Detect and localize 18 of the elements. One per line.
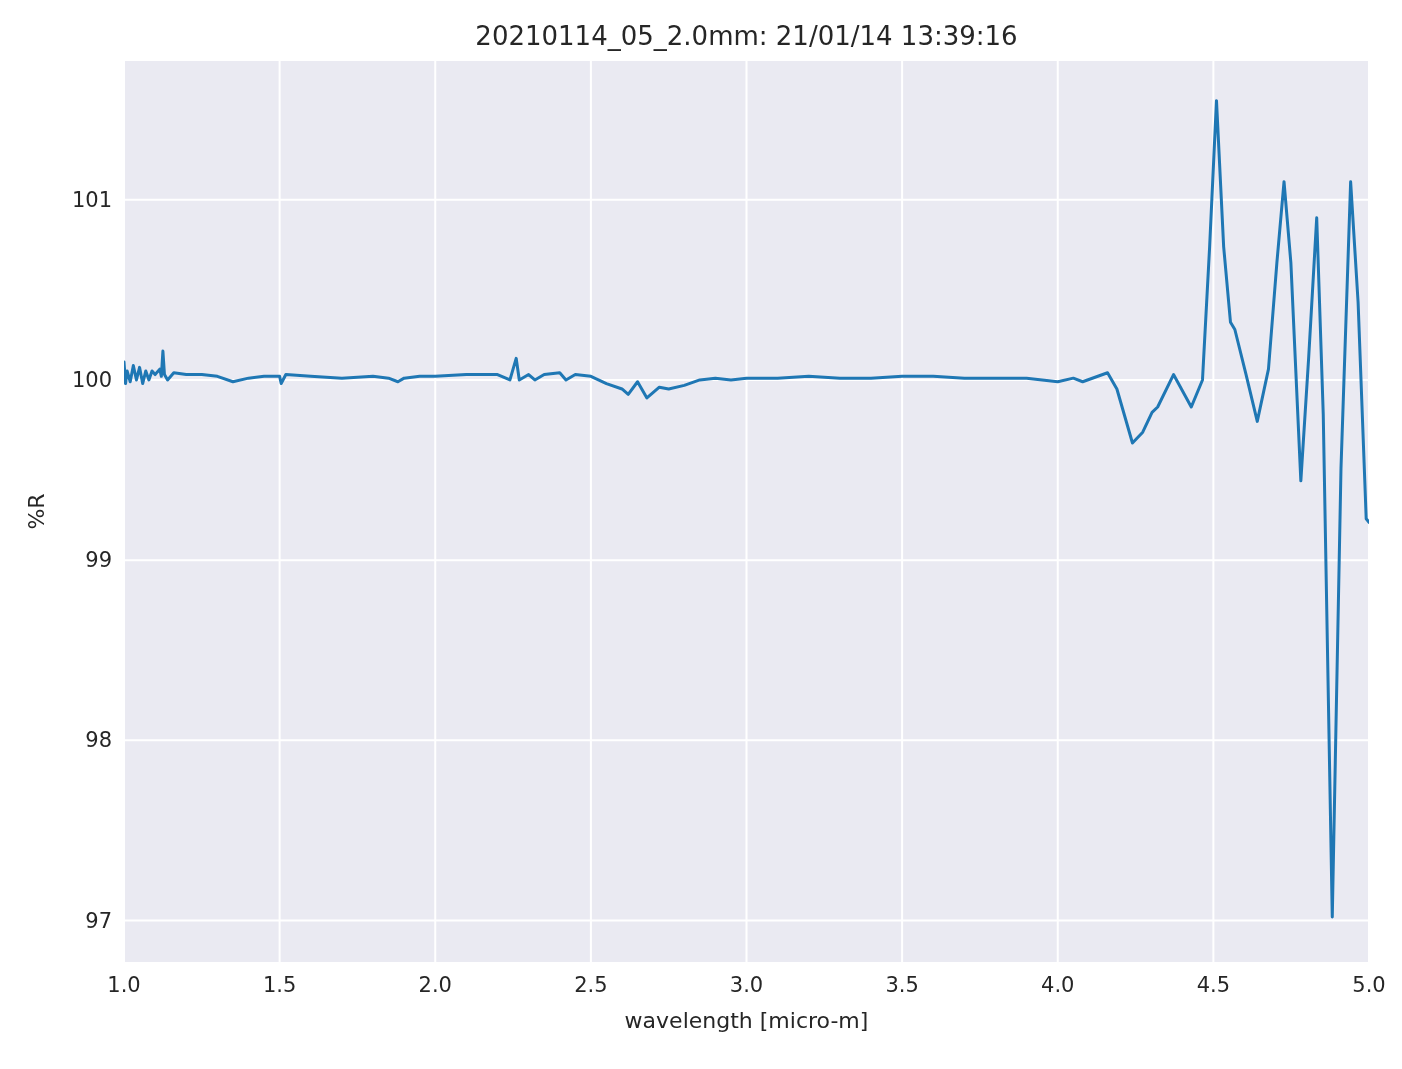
x-tick-label: 1.0 bbox=[107, 973, 141, 997]
y-tick-label: 101 bbox=[71, 187, 112, 212]
x-tick-label: 4.5 bbox=[1196, 973, 1231, 997]
x-tick-label: 4.0 bbox=[1041, 973, 1075, 997]
line-series bbox=[124, 99, 1369, 919]
chart-title: 20210114_05_2.0mm: 21/01/14 13:39:16 bbox=[475, 21, 1018, 51]
x-axis-title: wavelength [micro-m] bbox=[624, 1008, 869, 1033]
x-tick-label: 2.0 bbox=[418, 973, 452, 997]
x-tick-label: 3.0 bbox=[729, 973, 764, 997]
x-tick-label: 3.5 bbox=[885, 973, 919, 997]
y-tick-label: 98 bbox=[85, 728, 112, 753]
x-tick-label: 1.5 bbox=[262, 973, 297, 997]
y-tick-label: 97 bbox=[85, 908, 112, 933]
y-tick-label: 99 bbox=[85, 548, 112, 573]
y-axis-title: %R bbox=[24, 493, 49, 530]
x-tick-label: 5.0 bbox=[1352, 973, 1386, 997]
x-tick-label: 2.5 bbox=[574, 973, 608, 997]
y-tick-label: 100 bbox=[71, 367, 112, 392]
